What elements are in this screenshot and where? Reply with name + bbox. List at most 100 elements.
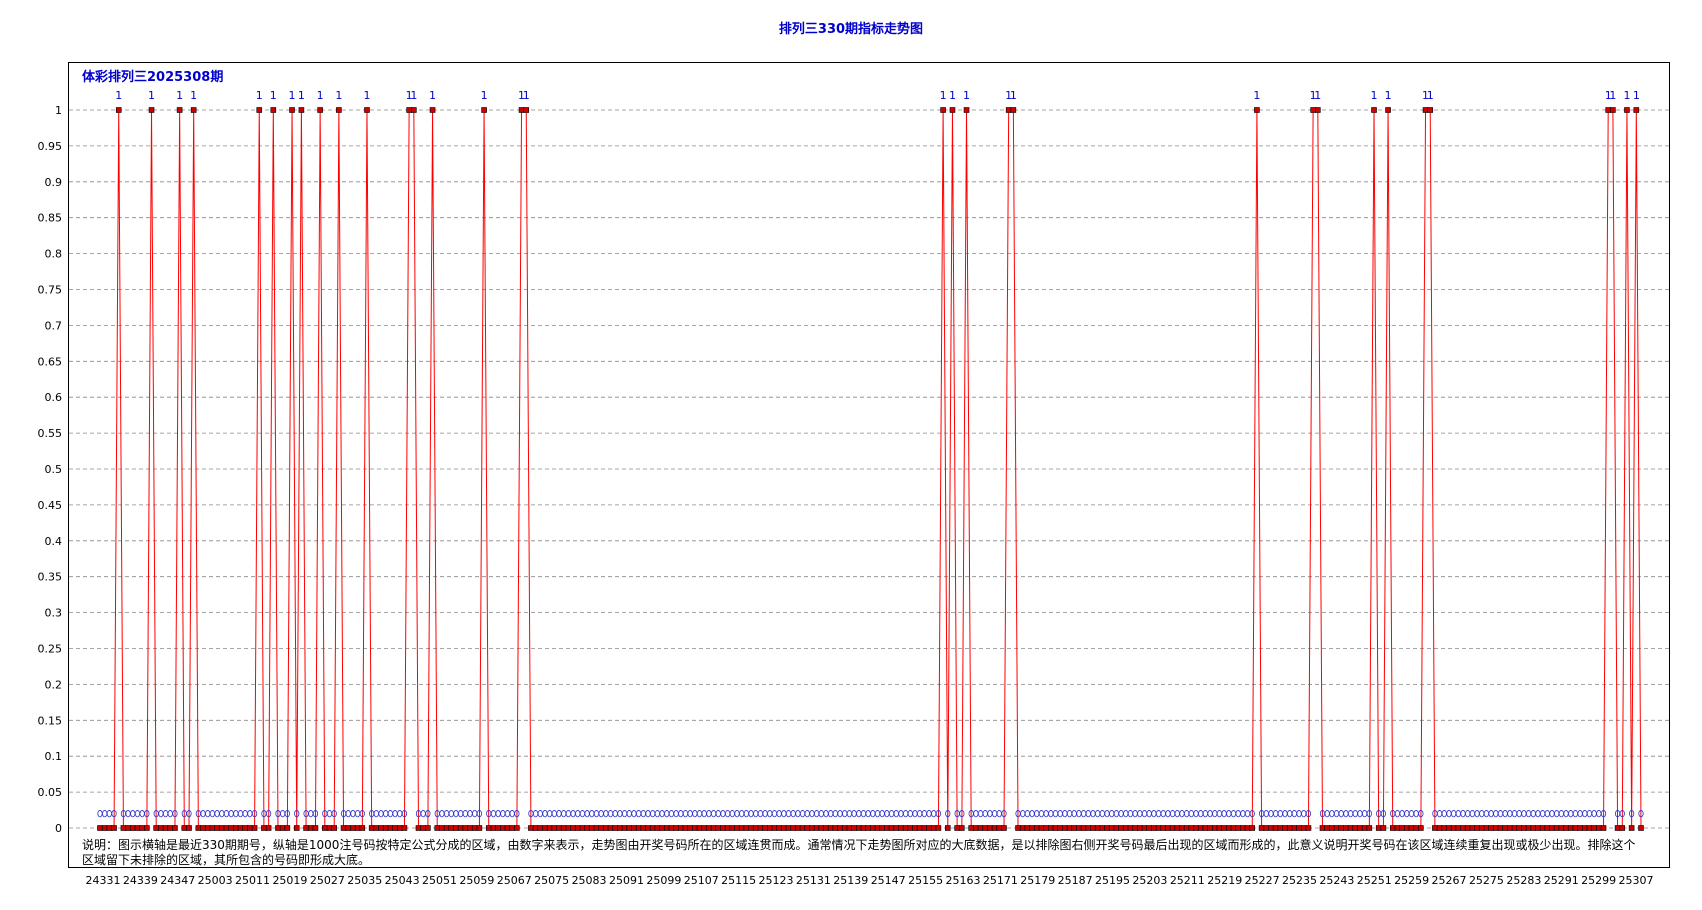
data-point	[930, 825, 937, 831]
zero-marker	[1001, 810, 1007, 818]
zero-marker	[1511, 810, 1518, 818]
data-point	[1226, 825, 1232, 831]
data-point	[204, 825, 211, 831]
zero-marker	[233, 810, 239, 818]
data-point	[1553, 825, 1560, 831]
data-point	[1633, 107, 1640, 113]
data-point	[247, 825, 253, 831]
zero-marker	[935, 810, 942, 818]
zero-marker	[242, 810, 248, 818]
data-point	[190, 107, 197, 113]
zero-marker	[1619, 810, 1625, 818]
data-point	[1596, 825, 1602, 831]
zero-marker	[1554, 810, 1560, 818]
zero-marker	[373, 810, 379, 818]
data-point	[626, 825, 633, 831]
zero-marker	[781, 810, 787, 818]
data-point	[916, 825, 923, 831]
hit-label: 1	[1005, 89, 1012, 102]
data-point	[935, 825, 942, 831]
zero-marker	[654, 810, 660, 818]
zero-marker	[710, 810, 717, 818]
zero-marker	[818, 810, 824, 818]
data-point	[1122, 825, 1129, 831]
data-point	[523, 107, 530, 113]
data-point	[467, 825, 473, 831]
data-point	[603, 825, 609, 831]
data-point	[144, 825, 150, 831]
zero-marker	[589, 810, 595, 818]
zero-marker	[102, 810, 108, 818]
zero-marker	[312, 810, 319, 818]
y-tick-label: 0.45	[38, 499, 63, 512]
zero-marker	[1034, 810, 1040, 818]
zero-marker	[678, 810, 684, 818]
y-tick-label: 0.2	[45, 678, 63, 691]
zero-marker	[1362, 810, 1368, 818]
zero-marker	[832, 810, 838, 818]
data-point	[884, 825, 890, 831]
data-point	[1619, 825, 1626, 831]
zero-marker	[1216, 810, 1223, 818]
zero-marker	[1465, 810, 1471, 818]
data-point	[1094, 825, 1101, 831]
zero-marker	[200, 810, 206, 818]
data-point	[1202, 825, 1209, 831]
zero-marker	[729, 810, 735, 818]
data-point	[1193, 825, 1199, 831]
data-point	[963, 107, 970, 113]
zero-marker	[294, 810, 300, 818]
zero-marker	[593, 810, 600, 818]
data-point	[1057, 825, 1063, 831]
y-tick-label: 0.8	[45, 248, 63, 261]
zero-marker	[1146, 810, 1152, 818]
data-point	[1329, 825, 1335, 831]
data-point	[1539, 825, 1546, 831]
x-tick-label: 25011	[235, 874, 270, 887]
data-point	[1502, 825, 1508, 831]
hit-label: 1	[481, 89, 488, 102]
data-point	[874, 825, 881, 831]
x-tick-label: 25003	[198, 874, 233, 887]
data-point	[617, 825, 623, 831]
zero-marker	[814, 810, 820, 818]
zero-marker	[1357, 810, 1363, 818]
zero-marker	[973, 810, 979, 818]
data-point	[298, 107, 305, 113]
data-point	[973, 825, 979, 831]
y-tick-label: 0.15	[38, 714, 63, 727]
data-point	[640, 825, 647, 831]
data-point	[1090, 825, 1096, 831]
x-tick-label: 25163	[945, 874, 980, 887]
data-point	[893, 825, 900, 831]
zero-marker	[982, 810, 988, 818]
data-point	[706, 825, 712, 831]
zero-marker	[1230, 810, 1237, 818]
zero-marker	[1081, 810, 1087, 818]
data-point	[134, 825, 141, 831]
zero-marker	[1048, 810, 1054, 818]
data-point	[101, 825, 108, 831]
data-point	[1488, 825, 1494, 831]
zero-marker	[631, 810, 637, 818]
data-point	[977, 825, 984, 831]
data-point	[195, 825, 202, 831]
data-point	[607, 825, 614, 831]
zero-marker	[912, 810, 918, 818]
zero-marker	[1347, 810, 1354, 818]
data-point	[1207, 825, 1213, 831]
zero-marker	[1071, 810, 1077, 818]
x-tick-label: 25283	[1506, 874, 1541, 887]
data-point	[1277, 825, 1284, 831]
zero-marker	[762, 810, 768, 818]
zero-marker	[1366, 810, 1372, 818]
zero-marker	[1020, 810, 1026, 818]
zero-marker	[823, 810, 829, 818]
data-point	[279, 825, 286, 831]
data-point	[1258, 825, 1265, 831]
data-point	[715, 825, 722, 831]
data-point	[649, 825, 656, 831]
x-tick-label: 25219	[1207, 874, 1242, 887]
zero-marker	[1525, 810, 1532, 818]
zero-marker	[575, 810, 581, 818]
